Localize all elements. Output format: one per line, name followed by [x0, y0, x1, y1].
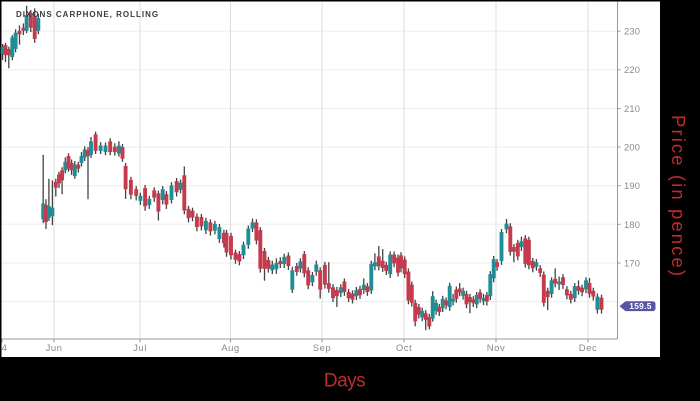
svg-text:Oct: Oct [396, 343, 412, 354]
svg-text:Jul: Jul [133, 343, 147, 354]
svg-text:200: 200 [624, 143, 640, 153]
svg-text:Aug: Aug [221, 343, 239, 354]
svg-text:190: 190 [624, 181, 640, 191]
svg-text:Sep: Sep [313, 343, 331, 354]
svg-text:170: 170 [624, 258, 640, 268]
svg-text:Dec: Dec [579, 343, 597, 354]
svg-text:4: 4 [2, 343, 8, 354]
svg-text:Days: Days [324, 371, 365, 392]
svg-text:210: 210 [624, 104, 640, 114]
svg-text:Price (in pence): Price (in pence) [668, 115, 689, 278]
svg-text:230: 230 [624, 27, 640, 37]
svg-text:Nov: Nov [487, 343, 505, 354]
svg-text:220: 220 [624, 65, 640, 75]
svg-text:180: 180 [624, 220, 640, 230]
svg-text:159.5: 159.5 [629, 301, 652, 311]
svg-text:DIXONS CARPHONE, ROLLING: DIXONS CARPHONE, ROLLING [16, 10, 159, 19]
svg-text:Jun: Jun [46, 343, 63, 354]
